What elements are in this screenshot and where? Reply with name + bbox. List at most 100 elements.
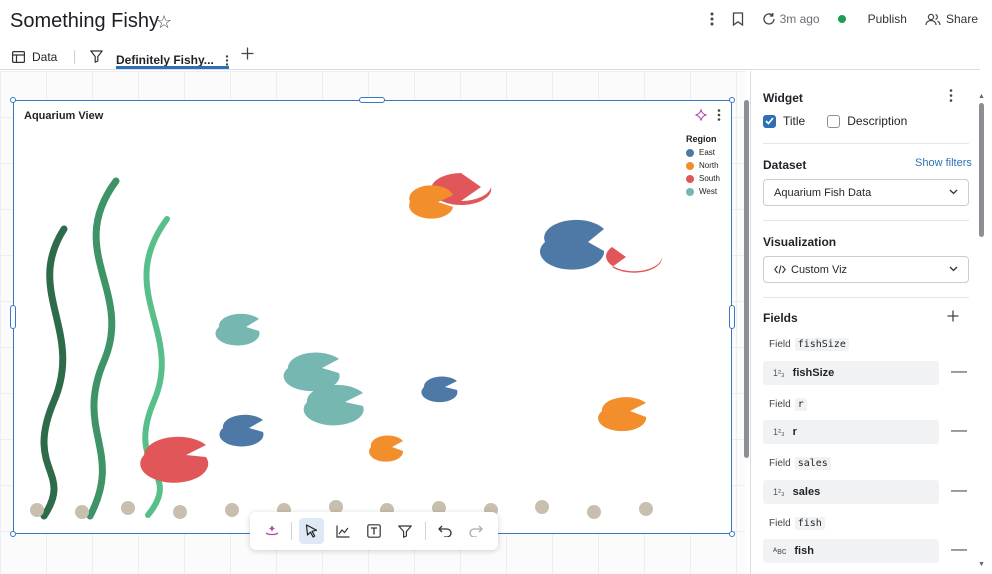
refresh-button[interactable]: 3m ago [762,12,820,26]
field-pill-fish[interactable]: ᴬʙᴄ fish [763,539,939,563]
page-title: Something Fishy [10,10,159,32]
remove-field-button[interactable]: — [951,363,967,380]
description-checkbox-label: Description [847,114,908,128]
remove-field-button[interactable]: — [951,541,967,558]
chart-legend: Region East North South West [686,134,720,199]
field-pill-label: fish [794,545,814,557]
seaweed-strand [40,225,68,520]
field-name-code: fishSize [794,338,849,351]
table-icon [12,51,25,63]
panel-scrollbar[interactable] [979,103,984,237]
people-icon [925,13,941,25]
bookmark-button[interactable] [732,12,744,26]
undo-button[interactable] [433,518,458,544]
visualization-heading: Visualization [763,235,837,249]
filter-icon [90,50,103,63]
redo-button[interactable] [464,518,489,544]
legend-swatch [686,187,694,196]
sparkle-icon [265,525,279,536]
chevron-down-icon [949,266,958,272]
pointer-icon [306,524,318,538]
canvas-scrollbar[interactable] [744,100,749,458]
active-tab-indicator [116,66,229,69]
fish-west [283,352,340,392]
status-indicator [837,15,868,23]
kebab-icon[interactable] [225,54,229,66]
kebab-icon[interactable] [717,109,721,121]
field-pill-label: sales [792,486,821,498]
resize-handle-left[interactable] [10,305,16,329]
tab-filters[interactable] [90,50,103,63]
kebab-icon [949,89,953,102]
scroll-down-arrow-icon[interactable]: ▼ [978,561,985,568]
select-tool-button[interactable] [299,518,325,544]
tab-divider [74,50,75,64]
line-chart-icon [336,525,350,538]
visualization-select[interactable]: Custom Viz [763,256,969,283]
show-filters-link[interactable]: Show filters [915,157,972,169]
resize-handle-bottom-right[interactable] [729,531,735,537]
redo-icon [469,525,484,537]
tab-active-label: Definitely Fishy... [116,53,214,67]
share-button[interactable]: Share [925,12,978,26]
add-text-button[interactable] [361,518,386,544]
dataset-select[interactable]: Aquarium Fish Data [763,179,969,206]
add-chart-button[interactable] [330,518,355,544]
bookmark-icon [732,12,743,26]
text-box-icon [367,524,381,538]
sparkle-icon[interactable] [695,109,707,121]
code-icon [774,265,786,274]
page-tabs: Data Definitely Fishy... [0,46,980,70]
title-checkbox-row[interactable]: Title Description [763,114,907,128]
field-prefix: Field [769,458,791,469]
dataset-heading: Dataset [763,158,807,172]
publish-button[interactable]: Publish [868,12,907,26]
add-field-button[interactable] [947,307,959,327]
resize-handle-top[interactable] [359,97,385,103]
status-dot-icon [837,15,846,23]
field-prefix: Field [769,339,791,350]
field-pill-sales[interactable]: 1²₃ sales [763,480,939,504]
field-label: Field fish [769,517,825,530]
field-pill-fishsize[interactable]: 1²₃ fishSize [763,361,939,385]
tab-data[interactable]: Data [12,50,57,64]
resize-handle-bottom-left[interactable] [10,531,16,537]
resize-handle-top-left[interactable] [10,97,16,103]
aquarium-widget[interactable]: Aquarium View Region East [13,100,732,534]
field-prefix: Field [769,518,791,529]
string-type-icon: ᴬʙᴄ [773,546,787,556]
seaweed-strand [86,177,120,520]
title-checkbox[interactable] [763,114,776,128]
resize-handle-right[interactable] [729,305,735,329]
fish-west [215,313,260,346]
dataset-select-value: Aquarium Fish Data [774,186,872,199]
description-checkbox[interactable] [827,114,841,128]
fish-south [140,436,209,483]
field-label: Field sales [769,457,831,470]
field-prefix: Field [769,399,791,410]
scroll-up-arrow-icon[interactable]: ▲ [978,93,985,100]
section-divider [763,220,969,221]
star-outline-icon[interactable]: ☆ [156,12,173,32]
add-page-button[interactable] [241,47,254,60]
panel-more-button[interactable] [949,89,953,105]
kebab-icon [710,12,714,26]
top-bar: Something Fishy ☆ 3m ago Publish Share [0,0,992,46]
more-options-button[interactable] [710,12,714,26]
canvas-toolbar [250,512,498,550]
remove-field-button[interactable]: — [951,482,967,499]
fish-east [540,219,605,270]
resize-handle-top-right[interactable] [729,97,735,103]
remove-field-button[interactable]: — [951,422,967,439]
add-filter-button[interactable] [393,518,418,544]
field-name-code: fish [794,517,825,530]
field-name-code: r [794,398,807,411]
legend-item-west: West [686,186,720,197]
field-name-code: sales [794,457,831,470]
fields-heading: Fields [763,311,798,325]
section-divider [763,143,969,144]
seaweed-strand [142,216,170,518]
tab-definitely-fishy[interactable]: Definitely Fishy... [116,50,229,70]
field-pill-r[interactable]: 1²₃ r [763,420,939,444]
assistant-button[interactable] [259,518,284,544]
